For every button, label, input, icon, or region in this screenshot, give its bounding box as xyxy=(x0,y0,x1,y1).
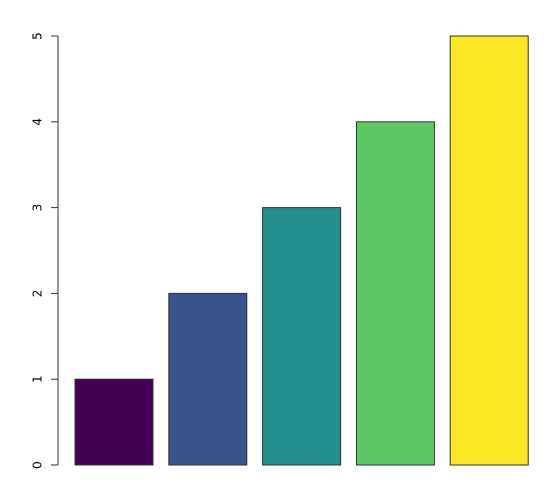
y-tick-label: 0 xyxy=(31,461,45,469)
y-tick-label: 4 xyxy=(31,118,45,126)
bar xyxy=(74,378,154,466)
y-tick-label: 5 xyxy=(31,32,45,40)
bar xyxy=(168,292,248,466)
y-tick-label: 1 xyxy=(31,375,45,383)
bar xyxy=(262,207,342,466)
bar xyxy=(355,121,435,466)
y-tick-label: 3 xyxy=(31,204,45,212)
y-tick-label: 2 xyxy=(31,290,45,298)
bar xyxy=(449,35,529,466)
